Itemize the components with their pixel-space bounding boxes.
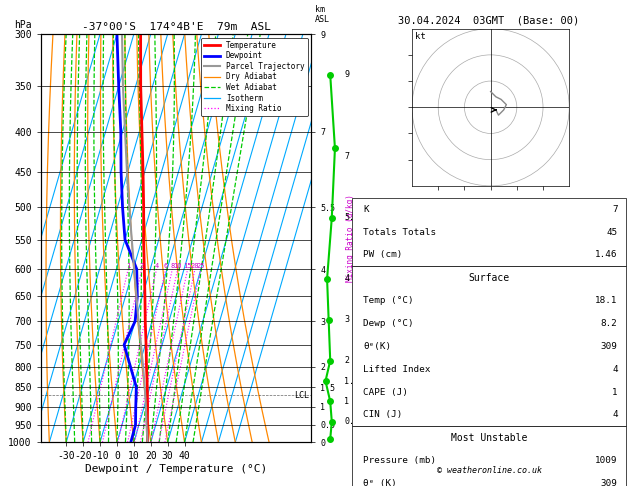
Text: 15: 15 xyxy=(184,263,192,269)
Text: Most Unstable: Most Unstable xyxy=(451,433,527,443)
Text: 8: 8 xyxy=(170,263,174,269)
Text: 30.04.2024  03GMT  (Base: 00): 30.04.2024 03GMT (Base: 00) xyxy=(398,16,580,25)
Bar xyxy=(352,426,626,486)
Text: 3: 3 xyxy=(345,315,349,324)
Text: PW (cm): PW (cm) xyxy=(363,250,403,260)
Text: 309: 309 xyxy=(601,479,618,486)
Text: 18.1: 18.1 xyxy=(595,296,618,305)
Text: 9: 9 xyxy=(345,70,349,79)
Text: K: K xyxy=(363,205,369,214)
Text: 7: 7 xyxy=(612,205,618,214)
Bar xyxy=(352,266,626,426)
Text: 4: 4 xyxy=(155,263,159,269)
Text: 1: 1 xyxy=(126,263,130,269)
Text: Temp (°C): Temp (°C) xyxy=(363,296,414,305)
Text: 4: 4 xyxy=(612,364,618,374)
Text: 0.5: 0.5 xyxy=(345,417,359,426)
Text: LCL: LCL xyxy=(294,391,309,399)
Text: Dewp (°C): Dewp (°C) xyxy=(363,319,414,328)
Legend: Temperature, Dewpoint, Parcel Trajectory, Dry Adiabat, Wet Adiabat, Isotherm, Mi: Temperature, Dewpoint, Parcel Trajectory… xyxy=(201,38,308,116)
Text: Surface: Surface xyxy=(469,273,509,283)
Text: 25: 25 xyxy=(196,263,205,269)
X-axis label: Dewpoint / Temperature (°C): Dewpoint / Temperature (°C) xyxy=(85,464,267,474)
Text: 2: 2 xyxy=(345,356,349,365)
Text: 1: 1 xyxy=(612,387,618,397)
Text: CAPE (J): CAPE (J) xyxy=(363,387,408,397)
Text: 45: 45 xyxy=(606,227,618,237)
Text: 10: 10 xyxy=(174,263,182,269)
Text: 2: 2 xyxy=(140,263,144,269)
Text: CIN (J): CIN (J) xyxy=(363,411,403,419)
Text: 1.46: 1.46 xyxy=(595,250,618,260)
Text: 1.5: 1.5 xyxy=(345,377,359,385)
Text: θᵉ(K): θᵉ(K) xyxy=(363,342,391,351)
Text: kt: kt xyxy=(415,32,426,41)
Text: 1009: 1009 xyxy=(595,456,618,465)
Text: km
ASL: km ASL xyxy=(314,5,330,24)
Text: θᵉ (K): θᵉ (K) xyxy=(363,479,397,486)
Bar xyxy=(352,198,626,266)
Text: 20: 20 xyxy=(191,263,199,269)
Text: © weatheronline.co.uk: © weatheronline.co.uk xyxy=(437,467,542,475)
Text: 6: 6 xyxy=(164,263,168,269)
Text: 8.2: 8.2 xyxy=(601,319,618,328)
Text: 1: 1 xyxy=(345,397,349,406)
Text: 5.5: 5.5 xyxy=(345,213,359,222)
Text: Pressure (mb): Pressure (mb) xyxy=(363,456,437,465)
Text: Mixing Ratio (g/kg): Mixing Ratio (g/kg) xyxy=(346,194,355,282)
Text: Totals Totals: Totals Totals xyxy=(363,227,437,237)
Text: Lifted Index: Lifted Index xyxy=(363,364,431,374)
Text: hPa: hPa xyxy=(14,20,31,30)
Text: 309: 309 xyxy=(601,342,618,351)
Text: 4: 4 xyxy=(345,275,349,283)
Text: 4: 4 xyxy=(612,411,618,419)
Text: 7: 7 xyxy=(345,152,349,161)
Title: -37°00'S  174°4B'E  79m  ASL: -37°00'S 174°4B'E 79m ASL xyxy=(82,22,270,32)
